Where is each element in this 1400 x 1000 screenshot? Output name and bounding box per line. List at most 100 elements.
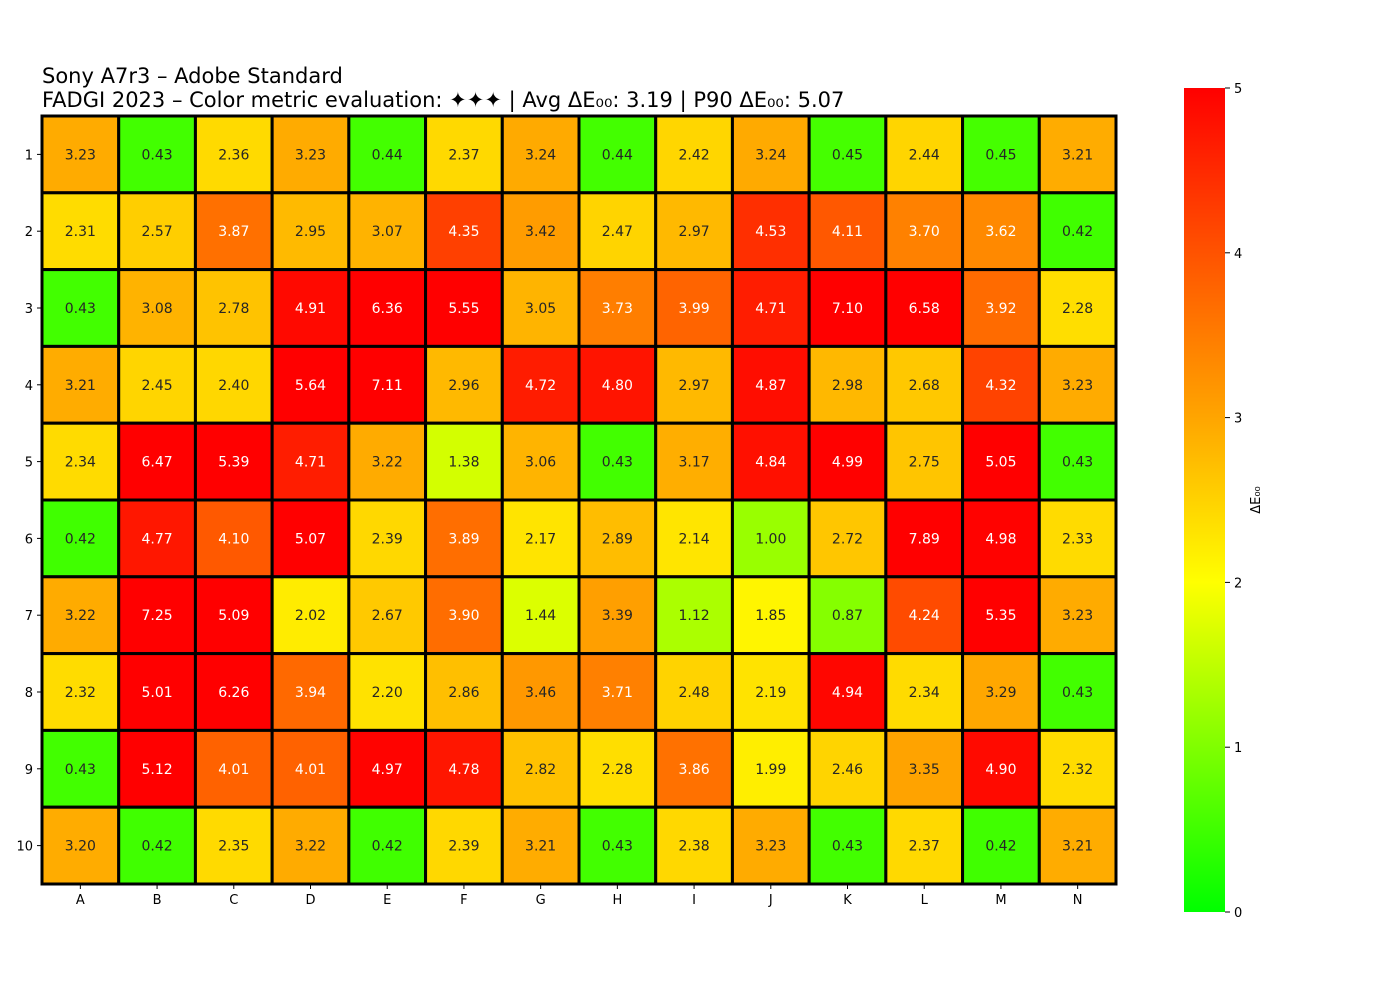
heatmap-cell (500, 805, 581, 886)
heatmap-cell (1037, 191, 1118, 272)
heatmap-cell (270, 652, 351, 732)
cell-value-label: 2.98 (832, 378, 863, 394)
colorbar-tick-label: 2 (1234, 576, 1242, 591)
heatmap-cell (424, 575, 504, 656)
cell-value-label: 3.07 (372, 224, 403, 240)
x-tick-label: L (921, 893, 929, 908)
heatmap-cell (884, 114, 965, 195)
cell-value-label: 0.87 (832, 608, 863, 624)
heatmap-cell (961, 805, 1041, 886)
x-tick-label: G (536, 893, 546, 908)
heatmap-cell (577, 498, 658, 579)
cell-value-label: 4.71 (755, 301, 786, 317)
colorbar-gradient (1184, 88, 1225, 912)
cell-value-label: 7.25 (141, 608, 172, 624)
cell-value-label: 0.43 (602, 839, 633, 855)
cell-value-label: 2.95 (295, 224, 326, 240)
cell-value-label: 2.97 (678, 224, 709, 240)
cell-value-label: 3.87 (218, 224, 249, 240)
y-tick-label: 1 (25, 148, 33, 163)
x-tick-label: F (460, 893, 467, 908)
cell-value-label: 4.77 (141, 531, 172, 547)
heatmap-cell (807, 114, 888, 195)
heatmap-cell (193, 805, 274, 886)
heatmap-cell (40, 805, 121, 886)
heatmap-cell (117, 498, 197, 579)
heatmap-cell (654, 575, 734, 656)
cell-value-label: 5.64 (295, 378, 326, 394)
x-tick-label: M (995, 893, 1006, 908)
y-axis: 1 2 3 4 5 6 7 8 9 10 (16, 148, 42, 855)
heatmap-cell (654, 498, 734, 579)
cell-value-label: 0.45 (985, 147, 1016, 163)
colorbar-tick-label: 1 (1234, 741, 1242, 756)
cell-value-label: 3.71 (602, 685, 633, 701)
cell-value-label: 3.23 (1062, 608, 1093, 624)
cell-value-label: 2.96 (448, 378, 479, 394)
heatmap-cell (961, 421, 1041, 502)
x-tick-label: H (612, 893, 622, 908)
cell-value-label: 2.14 (678, 531, 709, 547)
cell-value-label: 3.21 (65, 378, 96, 394)
cell-value-label: 3.23 (1062, 378, 1093, 394)
heatmap-cells: 3.23 0.43 2.36 3.23 0.44 2.37 3.24 0.44 2.42 3.24… (40, 114, 1118, 886)
y-tick-label: 6 (25, 532, 33, 547)
cell-value-label: 0.42 (1062, 224, 1093, 240)
cell-value-label: 0.42 (141, 839, 172, 855)
cell-value-label: 2.68 (909, 378, 940, 394)
cell-value-label: 7.11 (372, 378, 403, 394)
heatmap-cell (270, 728, 351, 809)
cell-value-label: 2.35 (218, 839, 249, 855)
heatmap-cell (1037, 421, 1118, 502)
heatmap-cell (500, 652, 581, 732)
cell-value-label: 3.99 (678, 301, 709, 317)
x-tick-label: E (383, 893, 391, 908)
cell-value-label: 1.85 (755, 608, 786, 624)
x-tick-label: K (843, 893, 852, 908)
heatmap-cell (807, 421, 888, 502)
heatmap-cell (500, 728, 581, 809)
colorbar-tick-label: 3 (1234, 412, 1242, 427)
cell-value-label: 4.98 (985, 531, 1016, 547)
heatmap-cell (807, 652, 888, 732)
heatmap-cell (270, 421, 351, 502)
cell-value-label: 2.44 (909, 147, 940, 163)
cell-value-label: 3.24 (525, 147, 556, 163)
heatmap-cell (807, 344, 888, 425)
cell-value-label: 3.24 (755, 147, 786, 163)
heatmap-cell (961, 498, 1041, 579)
heatmap-cell (424, 344, 504, 425)
cell-value-label: 4.35 (448, 224, 479, 240)
heatmap-cell (424, 268, 504, 348)
heatmap-cell (347, 805, 428, 886)
cell-value-label: 3.17 (678, 455, 709, 471)
cell-value-label: 3.73 (602, 301, 633, 317)
cell-value-label: 4.78 (448, 762, 479, 778)
cell-value-label: 2.17 (525, 531, 556, 547)
cell-value-label: 0.43 (65, 762, 96, 778)
heatmap-cell (40, 268, 121, 348)
heatmap-cell (40, 498, 121, 579)
cell-value-label: 3.94 (295, 685, 326, 701)
heatmap-cell (40, 575, 121, 656)
cell-value-label: 4.90 (985, 762, 1016, 778)
heatmap-cell (117, 805, 197, 886)
cell-value-label: 3.21 (1062, 839, 1093, 855)
heatmap-cell (807, 268, 888, 348)
heatmap-cell (1037, 268, 1118, 348)
chart-title: Sony A7r3 – Adobe Standard (42, 64, 343, 88)
cell-value-label: 1.38 (448, 455, 479, 471)
cell-value-label: 3.08 (141, 301, 172, 317)
heatmap-cell (347, 575, 428, 656)
cell-value-label: 5.05 (985, 455, 1016, 471)
heatmap-cell (193, 421, 274, 502)
cell-value-label: 0.42 (985, 839, 1016, 855)
cell-value-label: 2.32 (1062, 762, 1093, 778)
heatmap-cell (884, 268, 965, 348)
heatmap-cell (1037, 652, 1118, 732)
cell-value-label: 4.53 (755, 224, 786, 240)
cell-value-label: 2.19 (755, 685, 786, 701)
heatmap-cell (1037, 498, 1118, 579)
y-tick-label: 3 (25, 302, 33, 317)
